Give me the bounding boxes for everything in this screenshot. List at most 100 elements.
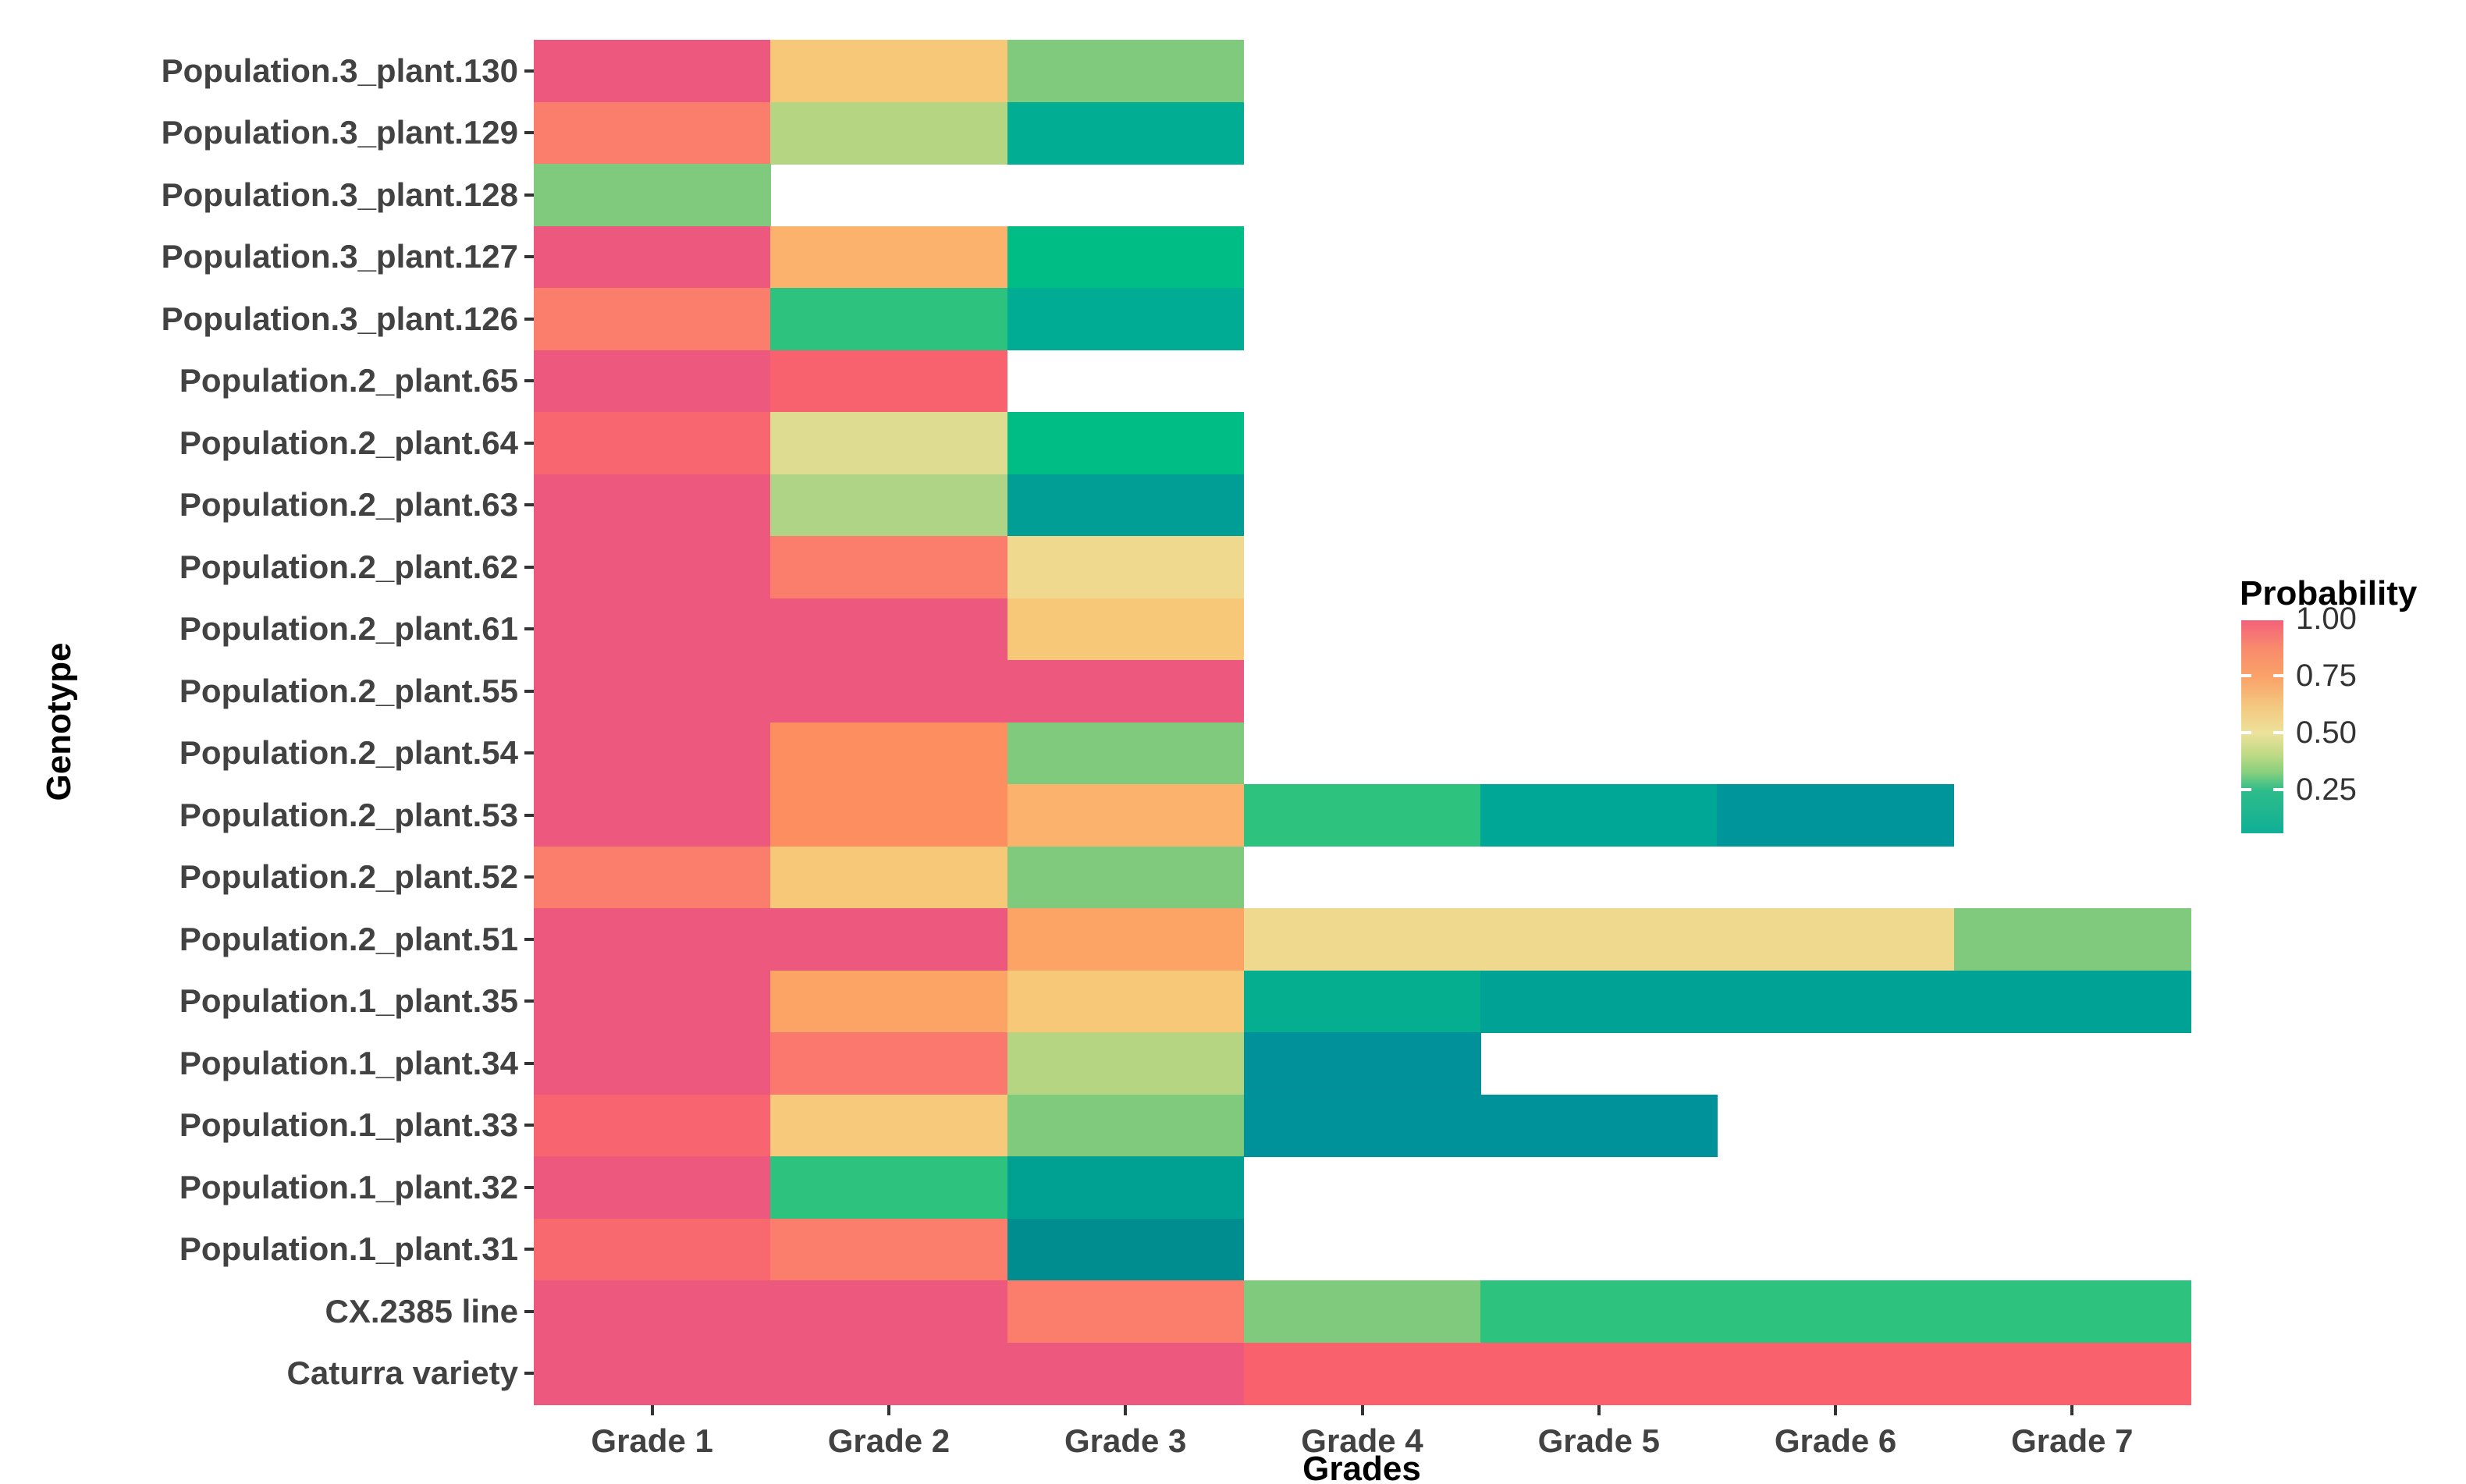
y-tick-label: Population.2_plant.64 [179,424,518,461]
heatmap-cell [770,474,1008,537]
y-tick-mark [524,441,534,445]
y-tick-mark [524,503,534,507]
y-tick-label: Population.2_plant.63 [179,486,518,524]
legend-tick-label: 0.75 [2296,659,2357,693]
y-tick-mark [524,193,534,197]
heatmap-cell [1480,1094,1718,1157]
heatmap-cell [1007,474,1245,537]
y-tick-mark [524,999,534,1003]
heatmap-cell [534,40,771,103]
x-tick-mark [1597,1405,1601,1415]
heatmap-cell [770,660,1008,723]
heatmap-cell [534,970,771,1033]
legend-tick-mark [2273,674,2283,677]
x-tick-mark [2070,1405,2074,1415]
heatmap-cell [1717,970,1955,1033]
heatmap-cell [770,598,1008,661]
heatmap-cell [534,1218,771,1281]
legend-tick-label: 1.00 [2296,602,2357,636]
heatmap-cell [534,846,771,909]
y-tick-mark [524,751,534,755]
y-tick-mark [524,565,534,569]
heatmap-cell [1007,1094,1245,1157]
legend-tick-mark [2241,788,2251,791]
heatmap-cell [770,970,1008,1033]
heatmap-cell [770,1094,1008,1157]
heatmap-cell [770,908,1008,971]
y-tick-mark [524,379,534,383]
heatmap-cell [770,784,1008,847]
x-tick-label: Grade 5 [1537,1422,1660,1459]
heatmap-cell [534,660,771,723]
y-tick-mark [524,1185,534,1189]
heatmap-cell [1717,1342,1955,1405]
heatmap-cell [1007,225,1245,289]
heatmap-cell [534,598,771,661]
heatmap-cell [534,350,771,413]
y-tick-mark [524,937,534,941]
y-tick-label: Population.3_plant.126 [161,300,518,337]
heatmap-cell [1007,1218,1245,1281]
heatmap-cell [534,164,771,227]
heatmap-cell [1243,1094,1481,1157]
y-tick-mark [524,875,534,879]
x-tick-label: Grade 7 [2011,1422,2134,1459]
heatmap-cell [1007,412,1245,475]
heatmap-cell [770,722,1008,785]
heatmap-cell [534,225,771,289]
y-tick-label: Population.1_plant.35 [179,982,518,1020]
heatmap-cell [534,288,771,351]
y-tick-label: Population.1_plant.34 [179,1044,518,1081]
heatmap-cell [534,1156,771,1220]
heatmap-cell [770,101,1008,165]
y-tick-mark [524,131,534,135]
y-tick-label: Population.2_plant.62 [179,548,518,585]
y-tick-label: Population.3_plant.129 [161,114,518,151]
heatmap-cell [1717,784,1955,847]
legend-title: Probability [2240,574,2418,612]
heatmap-cell [1007,1280,1245,1344]
y-tick-label: Population.3_plant.130 [161,51,518,89]
y-tick-mark [524,1372,534,1376]
x-tick-mark [1834,1405,1838,1415]
heatmap-cell [534,722,771,785]
y-tick-label: Population.3_plant.128 [161,176,518,213]
y-tick-mark [524,627,534,631]
heatmap-cell [1243,970,1481,1033]
y-tick-label: Population.2_plant.61 [179,610,518,648]
heatmap-cell [1007,598,1245,661]
heatmap-cell [534,908,771,971]
y-tick-label: Population.2_plant.52 [179,858,518,896]
heatmap-cell [534,1280,771,1344]
heatmap-cell [1480,1280,1718,1344]
heatmap-cell [770,225,1008,289]
heatmap-cell [534,1094,771,1157]
heatmap-cell [770,1218,1008,1281]
legend-tick-label: 0.25 [2296,772,2357,807]
y-tick-label: Population.2_plant.53 [179,796,518,833]
legend-tick-mark [2241,731,2251,734]
heatmap-panel [534,40,2191,1405]
x-tick-label: Grade 2 [827,1422,951,1459]
heatmap-cell [1717,1280,1955,1344]
y-tick-mark [524,1061,534,1065]
x-tick-label: Grade 3 [1064,1422,1187,1459]
y-tick-label: Population.3_plant.127 [161,238,518,275]
heatmap-cell [1953,1342,2191,1405]
y-tick-label: CX.2385 line [325,1292,518,1330]
heatmap-cell [534,101,771,165]
heatmap-cell [1007,908,1245,971]
heatmap-cell [1007,1032,1245,1095]
heatmap-cell [1480,908,1718,971]
y-tick-label: Population.1_plant.32 [179,1168,518,1205]
heatmap-cell [1007,1342,1245,1405]
y-tick-label: Population.2_plant.51 [179,920,518,957]
legend-colorbar [2241,620,2283,833]
heatmap-cell [1243,1342,1481,1405]
heatmap-cell [1480,784,1718,847]
legend-tick-mark [2241,674,2251,677]
y-tick-mark [524,69,534,73]
heatmap-cell [534,784,771,847]
y-tick-label: Population.1_plant.31 [179,1230,518,1268]
